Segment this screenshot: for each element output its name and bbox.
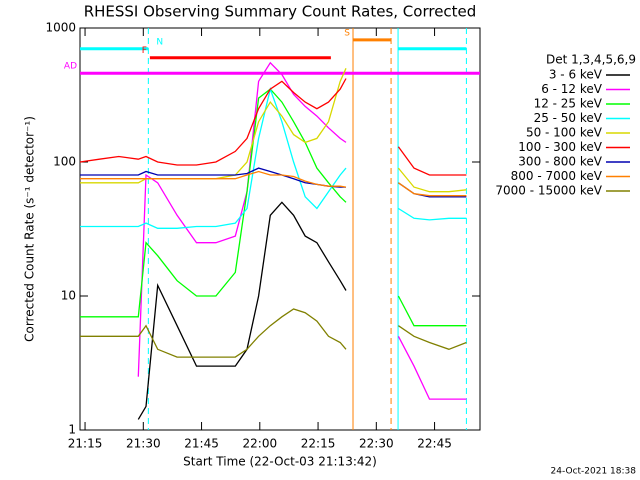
series-line [80, 170, 467, 197]
legend-label: 25 - 50 keV [534, 111, 603, 125]
y-tick-label: 1 [68, 423, 76, 437]
legend-label: 800 - 7000 keV [511, 169, 603, 183]
series-line [137, 201, 347, 420]
legend-label: 12 - 25 keV [534, 97, 603, 111]
legend-label: 6 - 12 keV [541, 82, 603, 96]
plot-frame [79, 27, 481, 431]
flag-label: N [156, 37, 163, 47]
x-tick-label: 22:30 [359, 437, 394, 451]
series-line [80, 88, 467, 327]
series-line [137, 61, 467, 400]
x-tick-label: 22:15 [301, 437, 336, 451]
flag-label: F [142, 46, 147, 56]
x-tick-label: 21:15 [68, 437, 103, 451]
legend-label: 50 - 100 keV [526, 126, 603, 140]
series-line [80, 68, 467, 193]
y-axis-label: Corrected Count Rate (s⁻¹ detector⁻¹) [23, 116, 37, 342]
chart-title: RHESSI Observing Summary Count Rates, Co… [84, 3, 477, 21]
footer: 24-Oct-2021 18:38 [551, 467, 637, 477]
flag-label: AD [64, 62, 77, 72]
legend-title: Det 1,3,4,5,6,9 [546, 53, 636, 67]
legend-label: 300 - 800 keV [518, 155, 602, 169]
x-tick-label: 21:45 [184, 437, 219, 451]
series-line [80, 86, 467, 229]
y-tick-label: 100 [53, 155, 76, 169]
series-line [80, 308, 467, 358]
y-tick-label: 10 [61, 289, 76, 303]
flag-label: S [344, 28, 350, 38]
x-tick-label: 21:30 [126, 437, 161, 451]
legend-label: 100 - 300 keV [518, 140, 602, 154]
x-tick-label: 22:45 [417, 437, 452, 451]
series-line [79, 78, 467, 176]
legend-label: 3 - 6 keV [549, 68, 603, 82]
x-tick-label: 22:00 [243, 437, 278, 451]
legend-label: 7000 - 15000 keV [495, 184, 602, 198]
x-axis-label: Start Time (22-Oct-03 21:13:42) [183, 455, 377, 469]
y-tick-label: 1000 [45, 21, 76, 35]
